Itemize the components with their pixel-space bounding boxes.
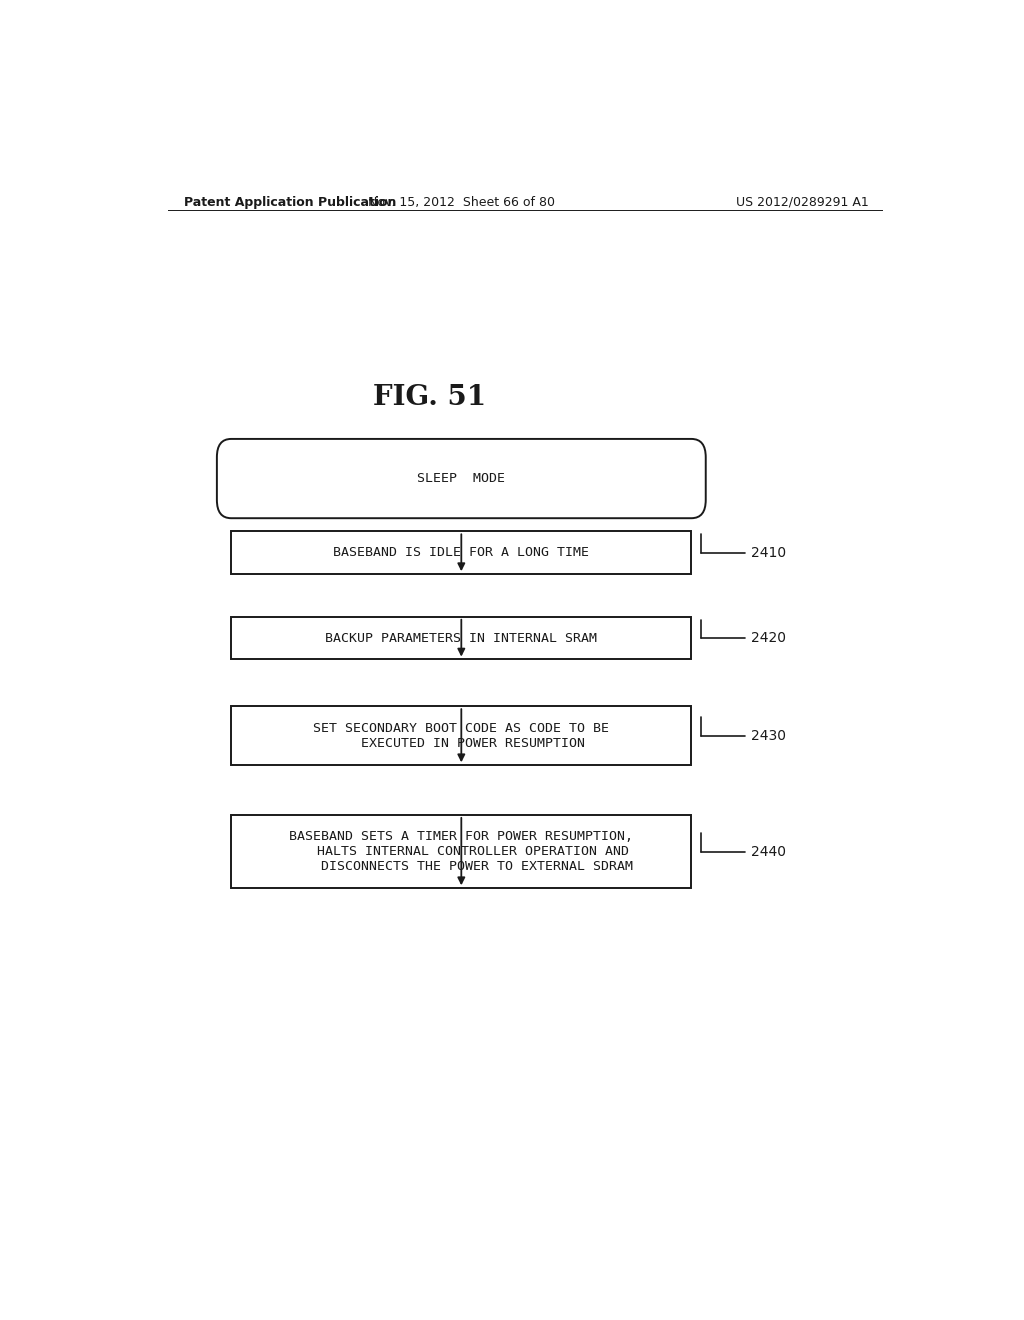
Bar: [231, 706, 691, 766]
Text: 2420: 2420: [751, 631, 786, 645]
Bar: [231, 532, 691, 574]
Text: 2410: 2410: [751, 545, 786, 560]
Text: BASEBAND IS IDLE FOR A LONG TIME: BASEBAND IS IDLE FOR A LONG TIME: [334, 546, 590, 560]
Text: BASEBAND SETS A TIMER FOR POWER RESUMPTION,
   HALTS INTERNAL CONTROLLER OPERATI: BASEBAND SETS A TIMER FOR POWER RESUMPTI…: [290, 830, 633, 873]
Text: FIG. 51: FIG. 51: [373, 384, 486, 411]
Text: BACKUP PARAMETERS IN INTERNAL SRAM: BACKUP PARAMETERS IN INTERNAL SRAM: [326, 632, 597, 644]
Bar: [231, 616, 691, 660]
Text: Nov. 15, 2012  Sheet 66 of 80: Nov. 15, 2012 Sheet 66 of 80: [368, 195, 555, 209]
Text: SET SECONDARY BOOT CODE AS CODE TO BE
   EXECUTED IN POWER RESUMPTION: SET SECONDARY BOOT CODE AS CODE TO BE EX…: [313, 722, 609, 750]
FancyBboxPatch shape: [217, 440, 706, 519]
Text: Patent Application Publication: Patent Application Publication: [183, 195, 396, 209]
Text: 2440: 2440: [751, 845, 786, 858]
Text: US 2012/0289291 A1: US 2012/0289291 A1: [736, 195, 869, 209]
Text: 2430: 2430: [751, 729, 786, 743]
Bar: [231, 814, 691, 888]
Text: SLEEP  MODE: SLEEP MODE: [418, 473, 505, 484]
